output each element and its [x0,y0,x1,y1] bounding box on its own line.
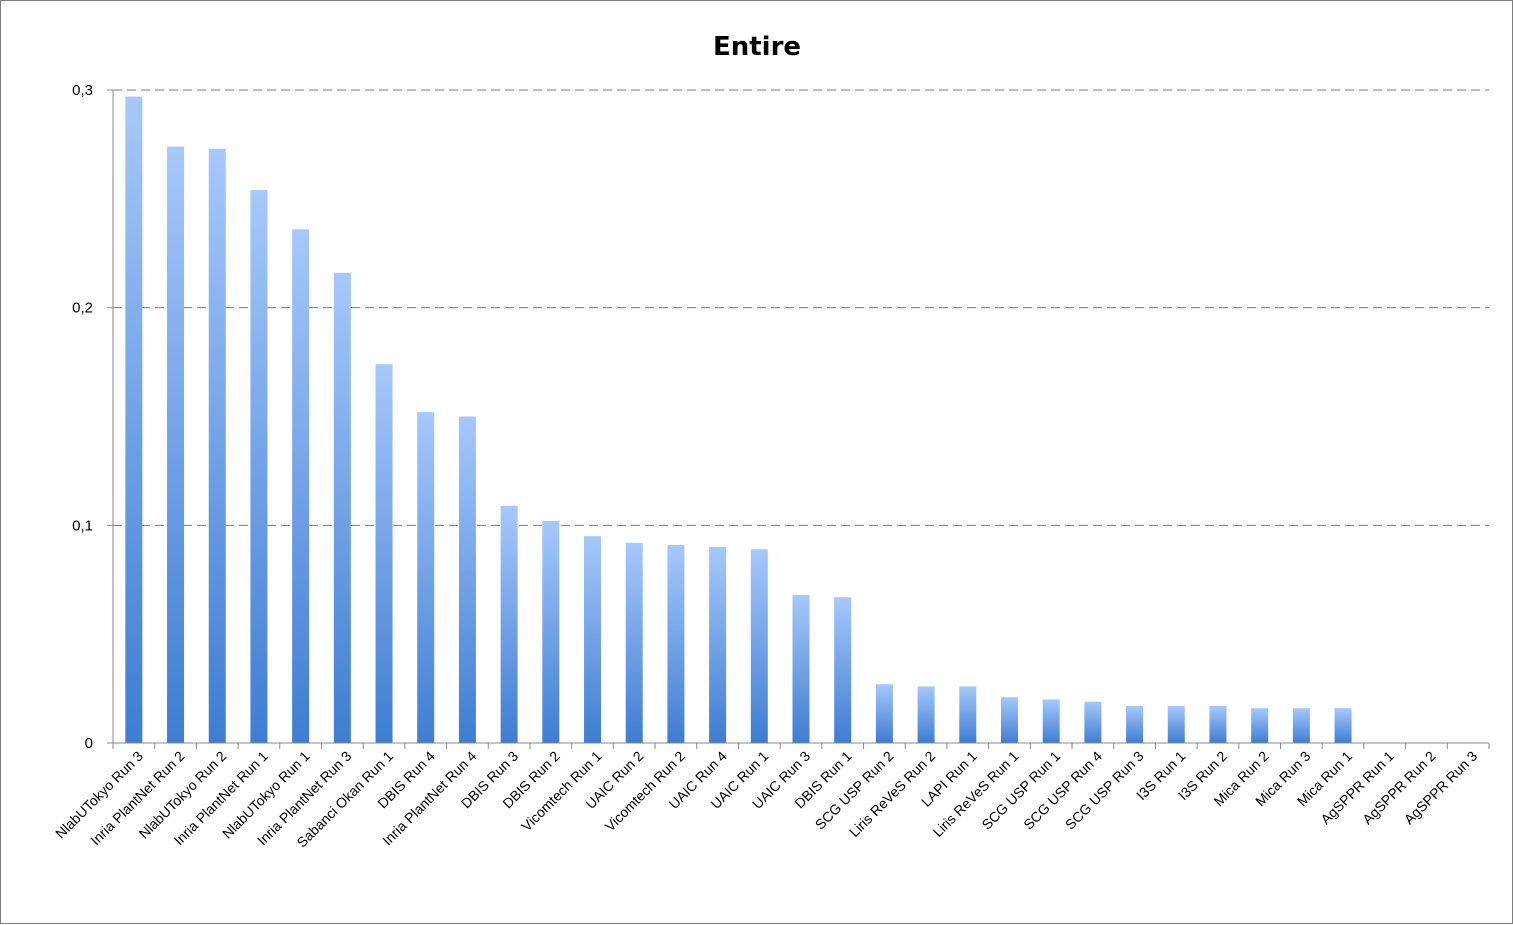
y-tick-label: 0 [85,735,93,752]
bar [167,146,185,744]
bar [1334,708,1352,743]
bar [333,272,351,743]
bar [250,190,268,744]
bar [1126,705,1144,743]
x-tick-label: AgSPPR Run 1 [1317,748,1397,828]
y-axis-ticks: 0 0,1 0,2 0,3 [72,82,113,752]
bar [834,597,852,743]
axes [112,90,1490,749]
bar [375,364,393,743]
x-tick-label: AgSPPR Run 2 [1359,748,1439,828]
bar [1209,705,1227,743]
bar [917,686,935,743]
y-tick-label: 0,1 [72,517,93,534]
bar [709,547,727,743]
bar [750,549,768,743]
bar [1251,708,1269,743]
bar [625,542,643,743]
bar [125,96,143,743]
bar [792,594,810,743]
bar [1292,708,1310,743]
bar [667,544,685,743]
bar [1042,699,1060,743]
bar [208,148,226,743]
y-tick-label: 0,3 [72,82,93,99]
bar [584,536,602,743]
x-tick-label: AgSPPR Run 3 [1401,748,1481,828]
chart-title: Entire [713,32,801,62]
bar [458,416,476,743]
bars [125,96,1352,744]
bar [875,684,893,743]
bar [1084,701,1102,743]
bar [1000,697,1018,743]
gridlines [113,89,1489,526]
bar [542,520,560,743]
bar [417,412,435,743]
bar [292,229,310,744]
bar [1167,705,1185,743]
bar [959,686,977,743]
y-tick-label: 0,2 [72,300,93,317]
bar [500,505,518,743]
